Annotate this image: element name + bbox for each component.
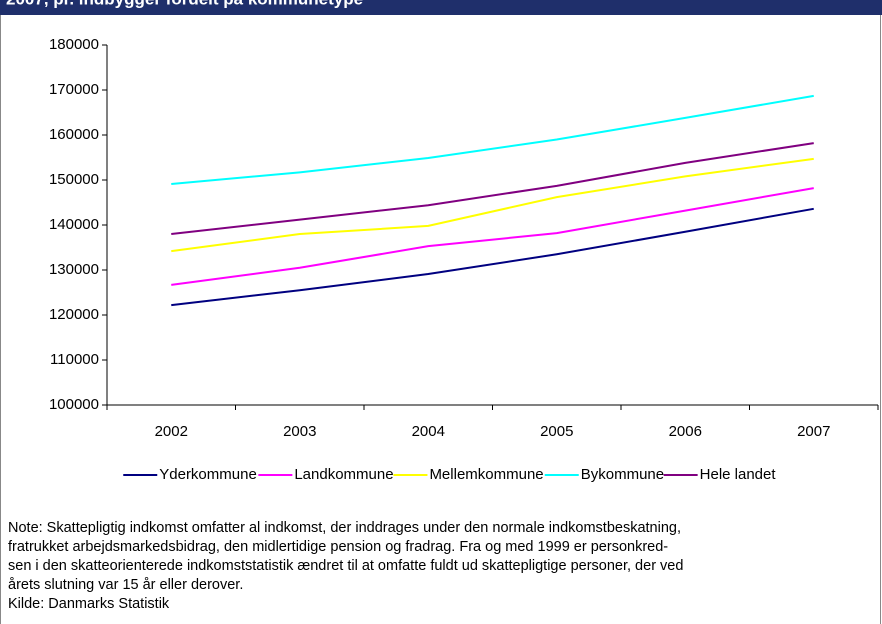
y-tick-label: 150000 — [49, 171, 99, 188]
y-tick-label: 160000 — [49, 126, 99, 143]
y-tick-label: 140000 — [49, 216, 99, 233]
legend-label: Yderkommune — [159, 466, 257, 483]
legend-label: Landkommune — [294, 466, 393, 483]
x-tick-label: 2007 — [797, 423, 830, 440]
x-tick-label: 2006 — [669, 423, 702, 440]
note-line: sen i den skatteorienterede indkomststat… — [8, 558, 683, 574]
note-line: Kilde: Danmarks Statistik — [8, 596, 170, 612]
x-tick-label: 2003 — [283, 423, 316, 440]
series-line — [171, 157, 814, 253]
legend-label: Bykommune — [581, 466, 664, 483]
y-tick-label: 180000 — [49, 36, 99, 53]
y-tick-label: 120000 — [49, 306, 99, 323]
note-line: fratrukket arbejdsmarkedsbidrag, den mid… — [8, 539, 668, 555]
y-tick-label: 100000 — [49, 396, 99, 413]
series-line — [171, 94, 814, 186]
legend-label: Hele landet — [700, 466, 777, 483]
header-bar — [0, 0, 882, 15]
y-tick-label: 170000 — [49, 81, 99, 98]
series-line — [171, 142, 814, 235]
chart-title: 2007, pr. indbygger fordelt på kommunety… — [6, 0, 363, 8]
series-line — [171, 207, 814, 307]
y-tick-label: 110000 — [50, 351, 99, 368]
note-line: Note: Skattepligtig indkomst omfatter al… — [8, 520, 681, 536]
note-line: årets slutning var 15 år eller derover. — [8, 577, 243, 593]
x-tick-label: 2005 — [540, 423, 573, 440]
series-line — [171, 187, 814, 286]
x-tick-label: 2002 — [155, 423, 188, 440]
x-tick-label: 2004 — [412, 423, 445, 440]
y-tick-label: 130000 — [49, 261, 99, 278]
legend-label: Mellemkommune — [429, 466, 543, 483]
